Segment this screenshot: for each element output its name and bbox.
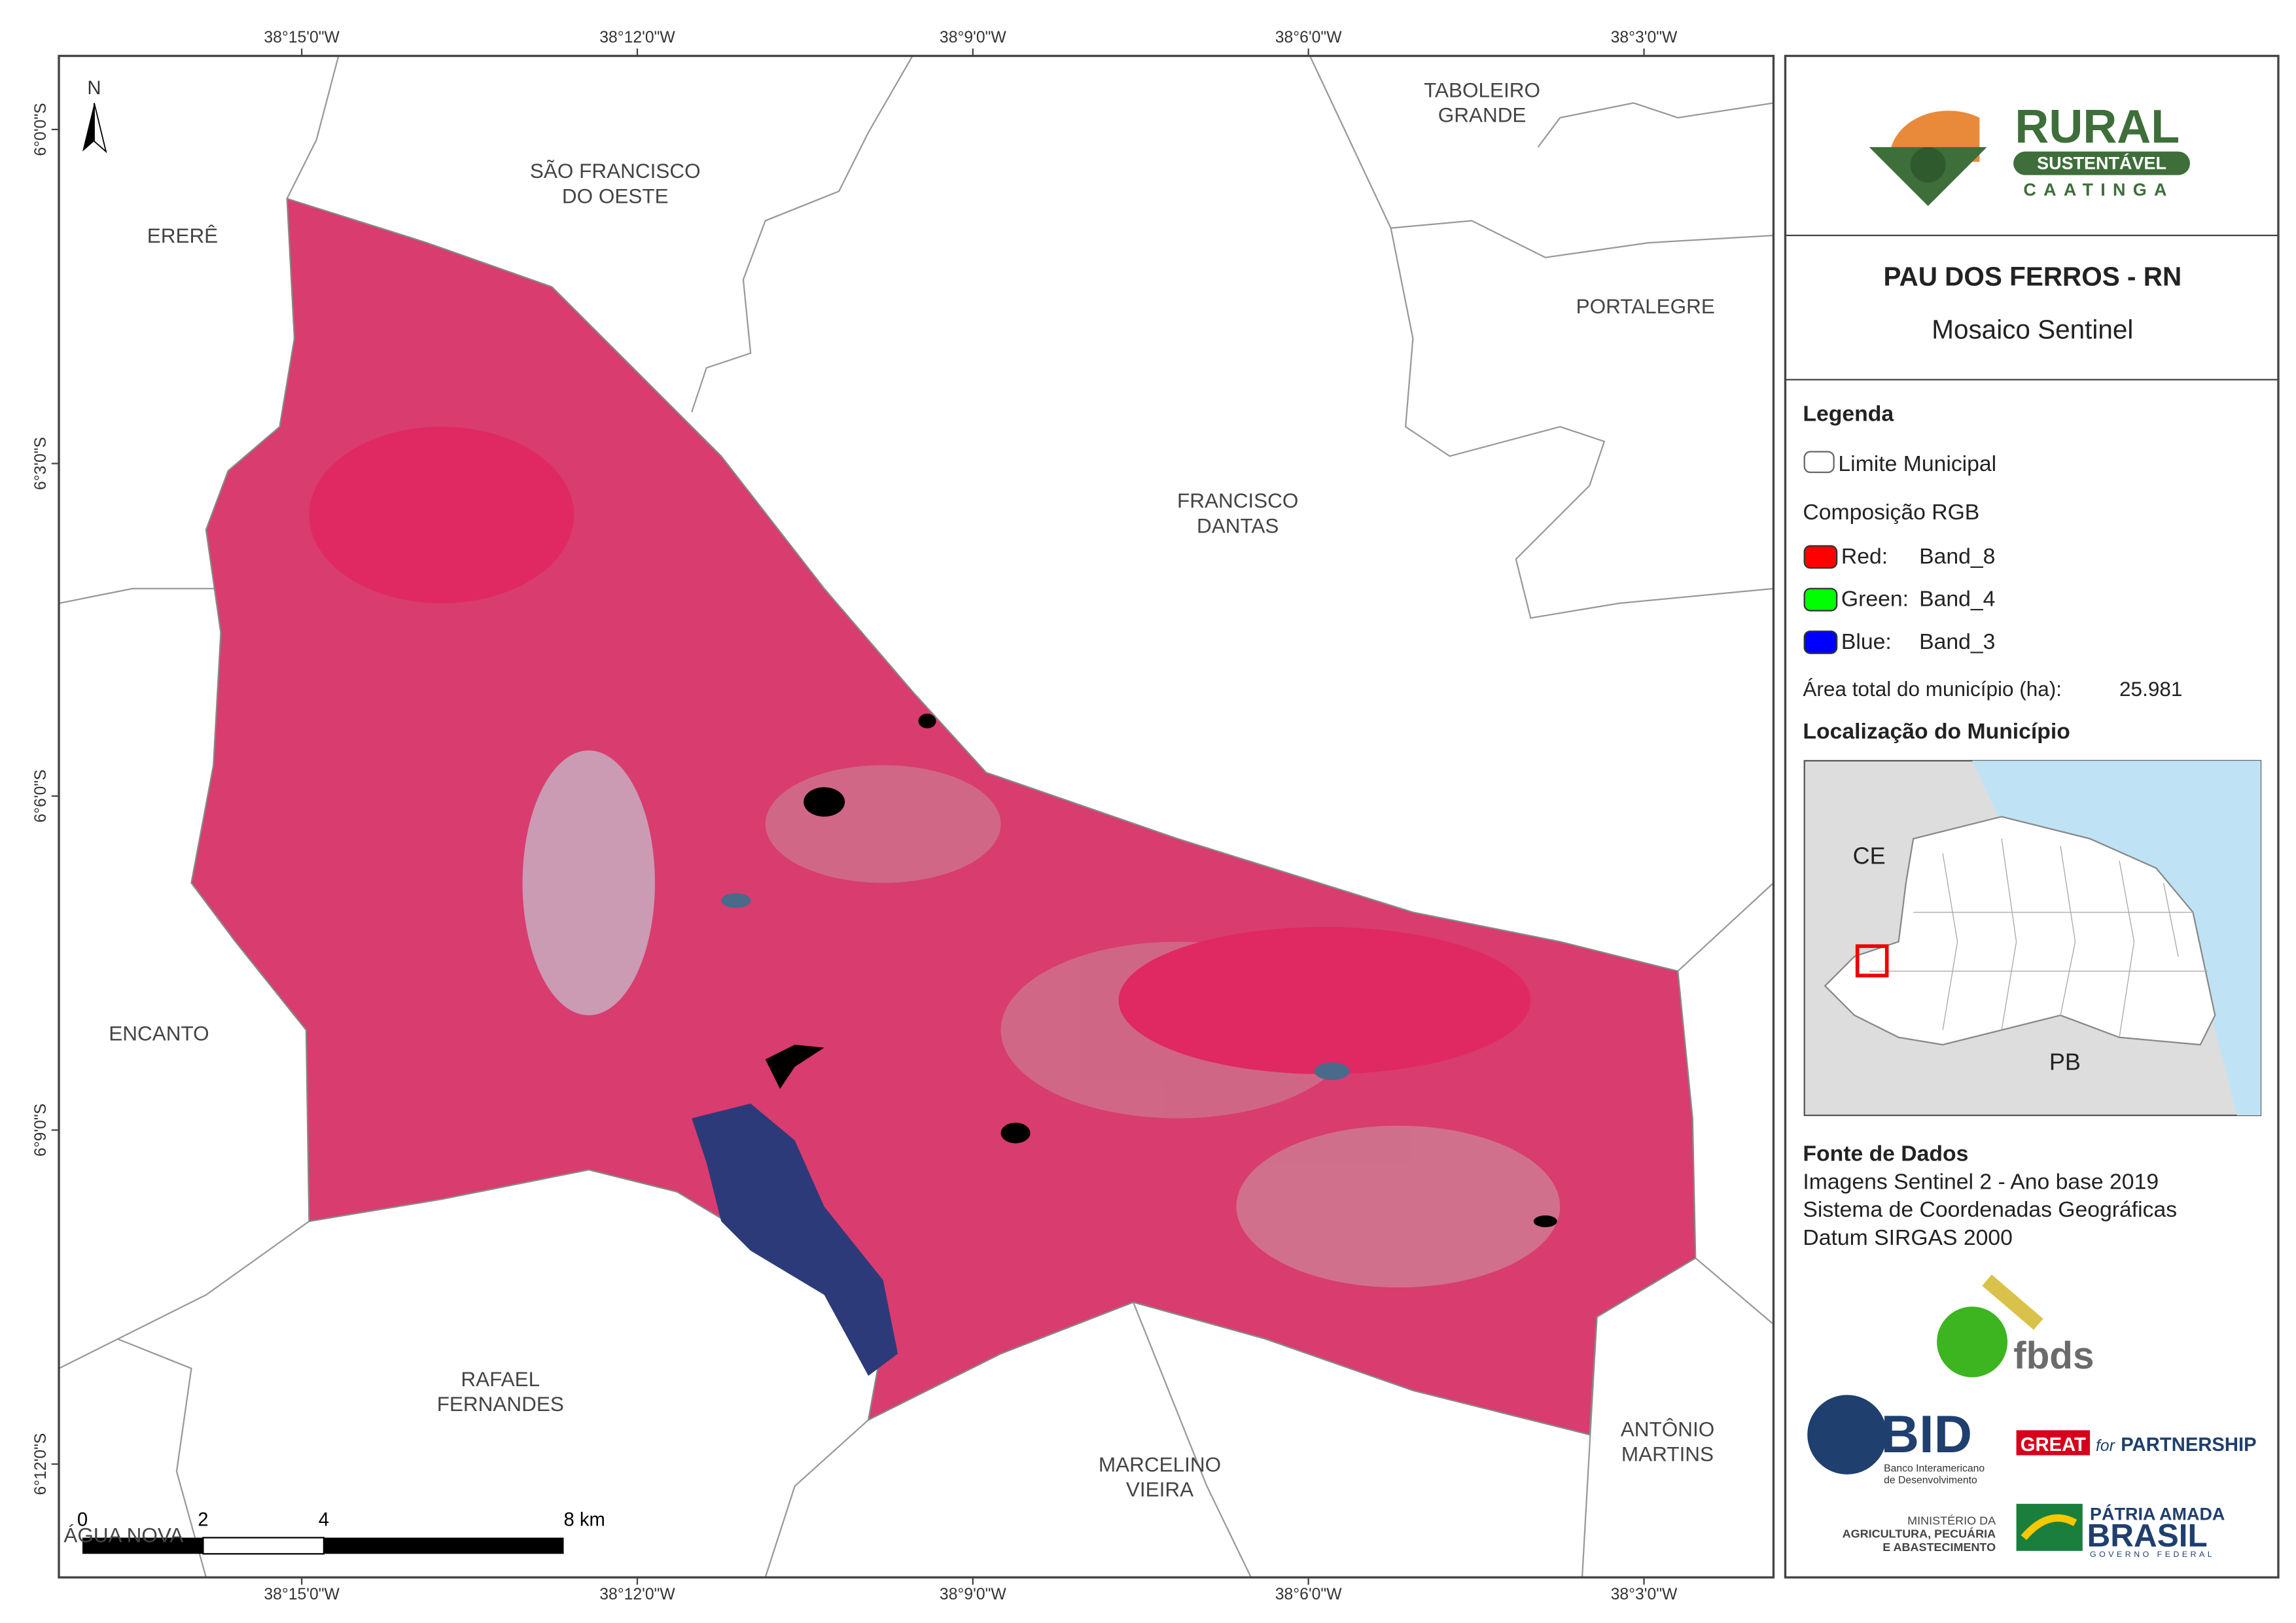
area-label: Área total do município (ha): [1803,677,2062,701]
inset-label: PB [2049,1048,2081,1075]
fbds-logo: fbds [2013,1335,2094,1377]
bid-name: Banco Interamericano [1884,1463,1985,1474]
north-label: N [87,78,101,99]
graticule-label-left: 6°6'0"S [32,769,50,822]
sources: Imagens Sentinel 2 - Ano base 2019 Sistem… [1803,1169,2177,1249]
graticule-label-bottom: 38°9'0"W [940,1586,1006,1603]
graticule-label-top: 38°12'0"W [599,29,675,46]
place-label: ANTÔNIO [1621,1417,1714,1440]
place-label: ÁGUA NOVA [63,1523,183,1546]
legend-band: Band_3 [1919,629,1995,654]
graticule-label-bottom: 38°12'0"W [599,1586,675,1603]
place-label: TABOLEIRO [1424,78,1540,101]
place-label: DO OESTE [562,184,669,207]
water-bodies [692,713,1557,1376]
bid-name: de Desenvolvimento [1884,1475,1977,1486]
scale-bar: 0 2 4 8 km [77,1510,605,1555]
side-panel: RURAL SUSTENTÁVEL CAATINGA PAU DOS FERRO… [1784,54,2280,1579]
map-frame: N 0 2 4 8 km [58,54,1775,1579]
place-label: ENCANTO [109,1021,209,1045]
legend-composition: Composição RGB [1803,500,1979,525]
land-cover-texture [309,427,1561,1288]
great-logo: GREAT [2021,1435,2086,1456]
inset-label: CE [1853,842,1886,869]
place-label: MARTINS [1621,1442,1714,1466]
map-title: PAU DOS FERROS - RN [1884,261,2182,291]
inset-map [1803,759,2262,1117]
place-label: MARCELINO [1099,1452,1221,1476]
place-label: FERNANDES [437,1392,564,1416]
ministry: E ABASTECIMENTO [1882,1541,1996,1554]
brasil-sub: GOVERNO FEDERAL [2090,1550,2215,1559]
legend-heading: Legenda [1803,401,1894,426]
legend-swatch [1803,545,1838,569]
legend-swatch [1803,630,1838,654]
location-heading: Localização do Município [1803,719,2070,744]
source-line: Datum SIRGAS 2000 [1803,1225,2012,1250]
graticule-label-left: 6°9'0"S [32,1104,50,1157]
legend-swatch [1803,587,1838,612]
legend-band: Band_8 [1919,544,1995,568]
graticule-label-left: 6°0'0"S [32,103,50,156]
legend-channel: Red: [1841,544,1888,568]
place-label: GRANDE [1438,103,1527,127]
scale-label: 8 km [564,1510,605,1531]
scale-label: 0 [77,1510,88,1531]
source-line: Imagens Sentinel 2 - Ano base 2019 [1803,1169,2159,1194]
place-label: RAFAEL [461,1367,540,1391]
source-line: Sistema de Coordenadas Geográficas [1803,1197,2177,1222]
partner-logos: fbds BID Banco Interamericano de Desenvo… [1807,1274,2257,1559]
graticule-label-left: 6°3'0"S [32,437,50,490]
legend-band: Band_4 [1919,587,1995,612]
sources-heading: Fonte de Dados [1803,1142,1968,1166]
great-partnership: PARTNERSHIP [2121,1435,2256,1456]
graticule-label-bottom: 38°15'0"W [264,1586,340,1603]
logo-title: RURAL [2015,101,2180,153]
brasil-top: PÁTRIA AMADA [2090,1504,2225,1524]
brasil: BRASIL [2087,1518,2208,1554]
area-value: 25.981 [2119,677,2182,701]
legend-boundary: Limite Municipal [1838,451,1996,476]
graticule-label-bottom: 38°3'0"W [1611,1586,1678,1603]
logo-subtitle: SUSTENTÁVEL [2037,153,2166,173]
place-label: VIEIRA [1126,1478,1193,1501]
graticule-label-top: 38°9'0"W [940,29,1006,46]
ministry: AGRICULTURA, PECUÁRIA [1843,1527,1996,1541]
place-label: DANTAS [1197,514,1279,537]
inset-labels: CE PB [1853,842,2081,1075]
great-for: for [2096,1437,2116,1455]
rural-logo: RURAL SUSTENTÁVEL CAATINGA [1869,101,2191,206]
graticule-label-top: 38°15'0"W [264,29,340,46]
graticule-label-top: 38°3'0"W [1611,29,1678,46]
legend-channel: Green: [1841,587,1909,612]
graticule-label-bottom: 38°6'0"W [1275,1586,1342,1603]
legend-channel: Blue: [1841,629,1892,654]
map-subtitle: Mosaico Sentinel [1932,314,2133,344]
graticule-label-top: 38°6'0"W [1275,29,1342,46]
scale-label: 4 [319,1510,329,1531]
place-label: SÃO FRANCISCO [530,159,701,183]
place-label: FRANCISCO [1177,489,1298,512]
bid-logo: BID [1881,1405,1972,1464]
graticule-label-left: 6°12'0"S [32,1433,50,1495]
ministry: MINISTÉRIO DA [1907,1514,1996,1527]
legend-bands: Red: Band_8 Green: Band_4 Blue: Band_3 [1803,544,1995,654]
scale-label: 2 [198,1510,208,1531]
place-label: ERERÊ [147,224,218,247]
place-label: PORTALEGRE [1576,294,1715,318]
logo-tagline: CAATINGA [2023,180,2174,200]
